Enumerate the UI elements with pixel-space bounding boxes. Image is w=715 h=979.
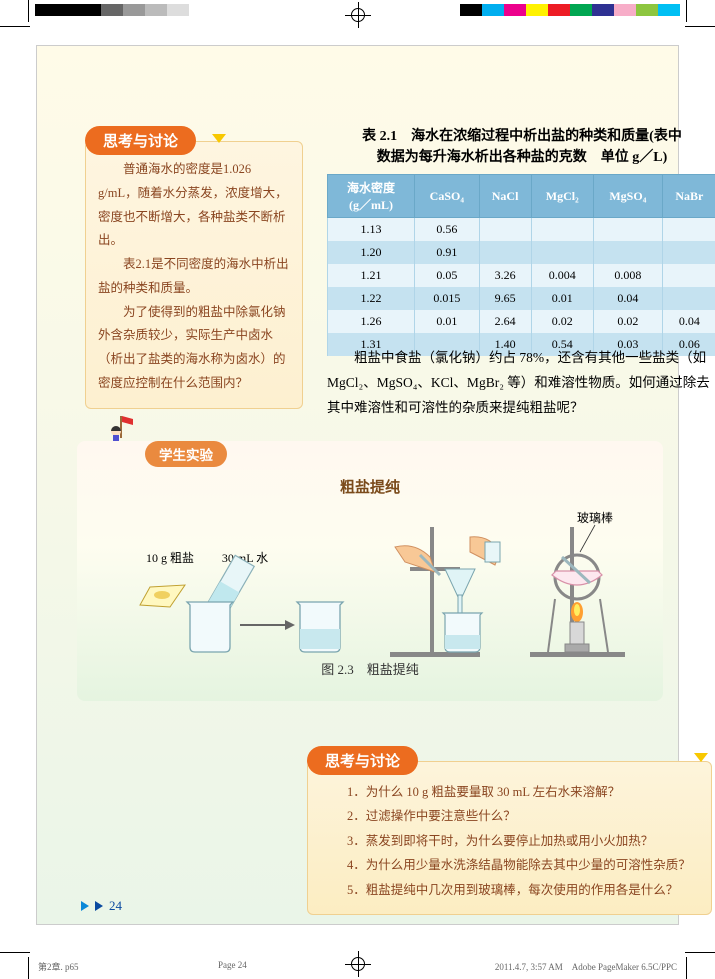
table-title-line1: 表 2.1 海水在浓缩过程中析出盐的种类和质量(表中	[362, 129, 682, 144]
table-cell: 0.01	[531, 287, 593, 310]
table-cell	[662, 287, 715, 310]
figure-caption: 图 2.3 粗盐提纯	[77, 659, 663, 678]
footer-left: 第2章. p65	[38, 960, 79, 973]
table-cell: 0.02	[593, 310, 662, 333]
salt-label: 10 g 粗盐	[146, 551, 194, 565]
salt-table: 海水密度 (g／mL) CaSO₄ NaCl MgCl₂ MgSO₄ NaBr …	[327, 174, 715, 356]
header-col: MgSO₄	[593, 175, 662, 218]
question: 4．为什么用少量水洗涤结晶物能除去其中少量的可溶性杂质？	[322, 853, 697, 877]
table-cell: 0.04	[593, 287, 662, 310]
experiment-section: 学生实验 粗盐提纯 10 g 粗盐 30 mL 水 玻璃棒	[77, 441, 663, 701]
experiment-svg: 10 g 粗盐 30 mL 水 玻璃棒	[90, 507, 650, 657]
header-density: 海水密度 (g／mL)	[328, 175, 415, 218]
table-block: 表 2.1 海水在浓缩过程中析出盐的种类和质量(表中 数据为每升海水析出各种盐的…	[327, 126, 715, 356]
crop-line	[685, 952, 715, 953]
table-title: 表 2.1 海水在浓缩过程中析出盐的种类和质量(表中 数据为每升海水析出各种盐的…	[327, 126, 715, 168]
table-row: 1.260.012.640.020.020.04	[328, 310, 715, 333]
footer-mid: Page 24	[218, 960, 247, 970]
table-header-row: 海水密度 (g／mL) CaSO₄ NaCl MgCl₂ MgSO₄ NaBr	[328, 175, 715, 218]
color-bar-left	[35, 4, 211, 16]
table-cell: 0.04	[662, 310, 715, 333]
table-cell	[479, 218, 531, 242]
crop-line	[0, 952, 30, 953]
discussion-header-text: 思考与讨论	[325, 754, 400, 770]
sidebar-body: 普通海水的密度是1.026 g/mL，随着水分蒸发，浓度增大，密度也不断增大，各…	[85, 141, 303, 409]
experiment-title: 粗盐提纯	[77, 476, 663, 497]
footer-right: 2011.4.7, 3:57 AM Adobe PageMaker 6.5C/P…	[495, 960, 677, 973]
discussion-header: 思考与讨论	[307, 746, 418, 775]
header-col: NaCl	[479, 175, 531, 218]
rod-label: 玻璃棒	[577, 511, 613, 525]
boy-icon	[107, 401, 137, 443]
experiment-badge: 学生实验	[97, 433, 227, 467]
crop-line	[686, 0, 687, 22]
table-body: 1.130.561.200.911.210.053.260.0040.0081.…	[328, 218, 715, 357]
table-cell: 0.02	[531, 310, 593, 333]
header-col: CaSO₄	[415, 175, 480, 218]
table-cell	[479, 241, 531, 264]
footer-meta: 第2章. p65 Page 24 2011.4.7, 3:57 AM Adobe…	[38, 960, 677, 973]
table-cell: 0.05	[415, 264, 480, 287]
table-cell: 0.015	[415, 287, 480, 310]
table-cell: 1.20	[328, 241, 415, 264]
table-cell	[531, 218, 593, 242]
table-row: 1.200.91	[328, 241, 715, 264]
table-title-line2: 数据为每升海水析出各种盐的克数 单位 g／L)	[377, 150, 668, 165]
page-content: 思考与讨论 普通海水的密度是1.026 g/mL，随着水分蒸发，浓度增大，密度也…	[36, 45, 679, 925]
color-bar-right	[460, 4, 680, 16]
table-cell: 1.22	[328, 287, 415, 310]
sidebar-discussion: 思考与讨论 普通海水的密度是1.026 g/mL，随着水分蒸发，浓度增大，密度也…	[85, 126, 303, 409]
table-cell: 1.21	[328, 264, 415, 287]
triangle-icon	[95, 901, 103, 911]
table-cell: 0.56	[415, 218, 480, 242]
question: 1．为什么 10 g 粗盐要量取 30 mL 左右水来溶解？	[322, 780, 697, 804]
crop-line	[0, 26, 30, 27]
crop-line	[28, 0, 29, 22]
body-paragraph: 粗盐中食盐（氯化钠）约占 78%，还含有其他一些盐类（如 MgCl₂、MgSO₄…	[327, 346, 715, 421]
table-row: 1.220.0159.650.010.04	[328, 287, 715, 310]
header-col: NaBr	[662, 175, 715, 218]
table-cell	[662, 241, 715, 264]
discussion-body: 1．为什么 10 g 粗盐要量取 30 mL 左右水来溶解？ 2．过滤操作中要注…	[307, 761, 712, 915]
table-cell: 9.65	[479, 287, 531, 310]
table-cell: 0.01	[415, 310, 480, 333]
sidebar-header: 思考与讨论	[85, 126, 196, 155]
table-cell: 3.26	[479, 264, 531, 287]
experiment-badge-label: 学生实验	[145, 441, 227, 467]
question: 2．过滤操作中要注意些什么？	[322, 804, 697, 828]
table-cell: 0.004	[531, 264, 593, 287]
table-cell	[662, 264, 715, 287]
table-cell: 0.008	[593, 264, 662, 287]
crop-line	[685, 26, 715, 27]
triangle-icon	[81, 901, 89, 911]
table-cell	[662, 218, 715, 242]
table-cell	[593, 218, 662, 242]
page-number: 24	[81, 898, 122, 914]
header-col: MgCl₂	[531, 175, 593, 218]
crop-line	[686, 957, 687, 979]
table-cell	[531, 241, 593, 264]
table-row: 1.210.053.260.0040.008	[328, 264, 715, 287]
reg-mark-top	[345, 2, 371, 28]
arrow-icon	[694, 753, 708, 762]
table-cell: 2.64	[479, 310, 531, 333]
experiment-figure: 10 g 粗盐 30 mL 水 玻璃棒	[77, 507, 663, 657]
table-cell: 1.13	[328, 218, 415, 242]
discussion-box: 思考与讨论 1．为什么 10 g 粗盐要量取 30 mL 左右水来溶解？ 2．过…	[307, 746, 712, 915]
table-cell: 1.26	[328, 310, 415, 333]
crop-line	[28, 957, 29, 979]
table-row: 1.130.56	[328, 218, 715, 242]
page-number-text: 24	[109, 898, 122, 914]
arrow-icon	[212, 134, 226, 143]
table-cell	[593, 241, 662, 264]
table-cell: 0.91	[415, 241, 480, 264]
question: 3．蒸发到即将干时，为什么要停止加热或用小火加热？	[322, 829, 697, 853]
question: 5．粗盐提纯中几次用到玻璃棒，每次使用的作用各是什么？	[322, 878, 697, 902]
sidebar-header-text: 思考与讨论	[103, 130, 178, 151]
